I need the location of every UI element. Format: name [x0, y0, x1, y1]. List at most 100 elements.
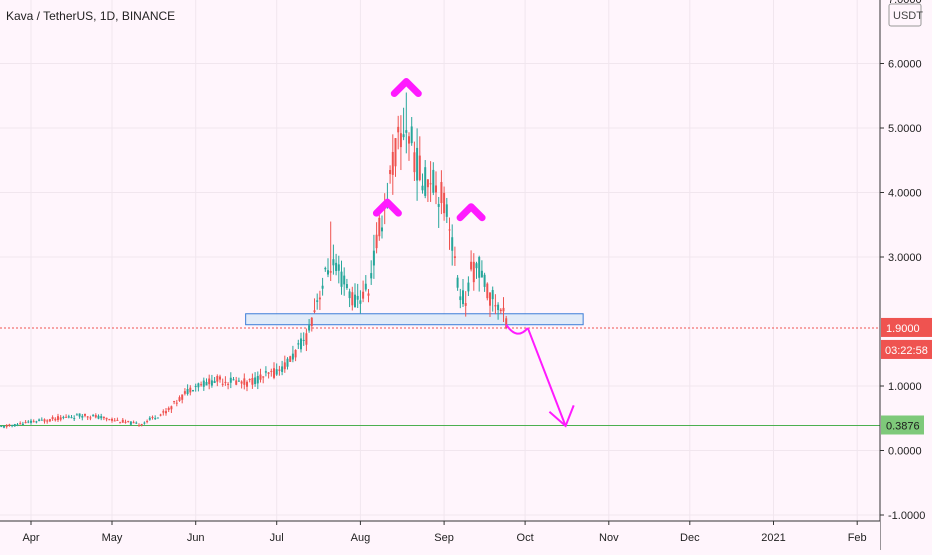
- time-tick-label: 2021: [761, 532, 785, 544]
- candle-body: [335, 262, 338, 271]
- candle-body: [429, 183, 432, 185]
- candle-body: [313, 310, 316, 313]
- candle-body: [302, 339, 305, 341]
- candle-body: [364, 283, 367, 290]
- candle-body: [483, 274, 486, 287]
- candle-body: [175, 402, 178, 404]
- candle-body: [262, 376, 265, 378]
- candle-body: [86, 416, 89, 418]
- grid-lines: [0, 0, 880, 521]
- candle-body: [424, 167, 427, 196]
- candle-body: [48, 419, 51, 422]
- candle-body: [21, 423, 24, 426]
- price-axis[interactable]: 7.0000 6.0000 5.0000 4.0000 3.0000 1.0000 0.00…: [879, 0, 932, 550]
- candle-body: [202, 380, 205, 387]
- candle-body: [416, 147, 419, 181]
- candle-body: [16, 424, 19, 426]
- candle-body: [154, 418, 157, 420]
- candle-body: [178, 397, 181, 401]
- candle-body: [105, 417, 108, 420]
- candle-body: [183, 391, 186, 394]
- candle-body: [456, 277, 459, 288]
- candle-body: [318, 297, 321, 300]
- candle-body: [489, 292, 491, 306]
- time-axis[interactable]: Apr May Jun Jul Aug Sep Oct Nov Dec 2021 Feb: [0, 520, 880, 550]
- candle-body: [43, 419, 46, 422]
- candle-body: [289, 356, 292, 362]
- candle-body: [316, 300, 319, 302]
- candle-body: [165, 411, 167, 414]
- peak-marker-right-shoulder: [456, 203, 486, 222]
- candle-body: [27, 421, 30, 423]
- candle-body: [24, 422, 27, 424]
- candle-body: [399, 133, 402, 148]
- candle-body: [57, 416, 59, 420]
- candle-body: [143, 422, 146, 424]
- candle-body: [229, 377, 232, 383]
- candle-body: [19, 423, 22, 425]
- price-tick-label: 0.0000: [888, 446, 922, 458]
- last-price-value: 1.9000: [886, 323, 920, 335]
- candle-body: [372, 250, 375, 266]
- candle-body: [140, 424, 143, 426]
- candle-body: [108, 419, 111, 421]
- candle-body: [445, 204, 448, 217]
- candle-body: [308, 325, 311, 331]
- candle-body: [310, 317, 313, 326]
- candle-body: [189, 387, 192, 393]
- time-tick-label: Nov: [599, 532, 619, 544]
- candle-body: [397, 126, 400, 133]
- price-tick-label: 6.0000: [888, 59, 922, 71]
- candle-body: [65, 416, 68, 418]
- candle-body: [305, 333, 308, 345]
- candle-body: [148, 417, 151, 420]
- candle-body: [0, 426, 3, 428]
- candle-body: [146, 421, 149, 423]
- candle-body: [270, 370, 273, 372]
- candle-body: [259, 374, 262, 380]
- candle-body: [494, 305, 497, 307]
- candle-body: [448, 229, 451, 231]
- candle-body: [5, 425, 8, 427]
- candle-body: [348, 291, 351, 299]
- candle-body: [111, 418, 113, 421]
- price-tick-label: 3.0000: [888, 252, 922, 264]
- candle-body: [116, 419, 119, 421]
- candle-body: [159, 414, 162, 416]
- candle-body: [100, 416, 103, 419]
- candle-body: [38, 419, 41, 421]
- target-badge: [881, 415, 924, 435]
- candle-body: [475, 263, 478, 269]
- candle-body: [162, 411, 165, 413]
- candle-body: [78, 413, 81, 417]
- price-tick-label: 5.0000: [888, 123, 922, 135]
- peak-marker-left-shoulder: [372, 198, 402, 217]
- price-levels: [0, 313, 880, 426]
- candle-body: [132, 422, 135, 424]
- candle-body: [332, 259, 335, 266]
- candle-body: [35, 421, 38, 423]
- candle-body: [197, 383, 200, 388]
- candle-body: [210, 380, 213, 386]
- candle-body: [167, 407, 170, 410]
- candle-body: [273, 368, 275, 378]
- candle-body: [92, 415, 95, 417]
- currency-box: [888, 3, 922, 27]
- candle-body: [264, 371, 267, 373]
- candle-body: [129, 421, 132, 425]
- candle-body: [221, 383, 224, 385]
- candle-body: [462, 290, 464, 305]
- candle-body: [426, 179, 429, 188]
- price-axis-bg: [880, 0, 932, 550]
- candle-body: [40, 419, 43, 421]
- candle-body: [389, 169, 392, 175]
- price-tick-label: -1.0000: [888, 510, 925, 522]
- candle-body: [480, 270, 483, 278]
- peak-marker-head: [390, 78, 422, 98]
- candle-body: [351, 292, 354, 306]
- candle-body: [192, 390, 194, 392]
- candle-body: [194, 385, 197, 387]
- candle-body: [354, 294, 356, 308]
